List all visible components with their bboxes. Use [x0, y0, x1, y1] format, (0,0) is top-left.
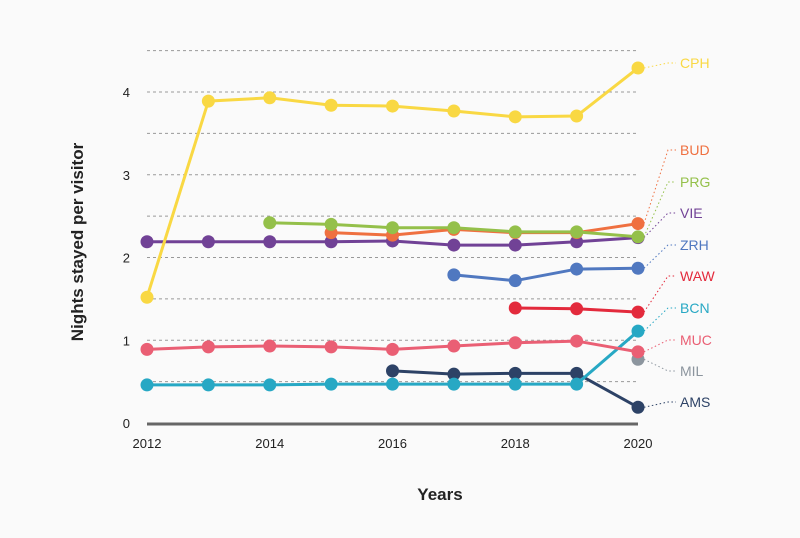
series-cph [140, 61, 645, 304]
data-point [570, 377, 584, 391]
data-point [631, 400, 645, 414]
data-point [386, 364, 399, 378]
label-connector [643, 244, 676, 269]
x-tick-label: 2020 [624, 436, 653, 451]
data-point [631, 230, 645, 244]
data-point [508, 225, 522, 239]
data-point [631, 305, 645, 319]
y-tick-label: 4 [123, 85, 130, 100]
data-point [631, 217, 645, 231]
label-connector [643, 339, 676, 353]
data-point [508, 110, 522, 124]
data-point [140, 342, 154, 356]
data-point [140, 378, 154, 392]
x-tick-label: 2016 [378, 436, 407, 451]
data-point [324, 340, 338, 354]
series-label-mil: MIL [680, 363, 704, 379]
y-axis-title: Nights stayed per visitor [68, 142, 87, 341]
data-point [386, 377, 399, 391]
series-zrh [447, 261, 645, 288]
data-point [631, 324, 645, 338]
data-point [570, 109, 584, 123]
x-axis-ticks: 2012 2014 2016 2018 2020 [133, 436, 653, 451]
data-point [508, 366, 522, 380]
data-point [447, 221, 461, 235]
series-bcn [140, 324, 645, 392]
data-point [631, 345, 645, 359]
series-prg [263, 216, 645, 244]
label-connector [643, 307, 676, 332]
y-tick-label: 3 [123, 168, 130, 183]
data-point [570, 334, 584, 348]
data-point [508, 336, 522, 350]
x-tick-label: 2018 [501, 436, 530, 451]
series-label-muc: MUC [680, 332, 712, 348]
data-point [570, 225, 584, 239]
label-connector [643, 62, 676, 69]
label-connector [643, 149, 676, 224]
data-point [263, 91, 277, 105]
data-point [447, 339, 461, 353]
data-point [263, 378, 277, 392]
series-label-cph: CPH [680, 55, 710, 71]
data-point [324, 217, 338, 231]
data-point [386, 221, 399, 235]
x-tick-label: 2012 [133, 436, 162, 451]
data-point [324, 98, 338, 112]
series-label-ams: AMS [680, 394, 710, 410]
x-tick-label: 2014 [255, 436, 284, 451]
series-label-waw: WAW [680, 268, 716, 284]
data-point [447, 238, 461, 252]
label-connector [643, 275, 676, 313]
data-point [201, 378, 215, 392]
series-label-zrh: ZRH [680, 237, 709, 253]
data-point [140, 290, 154, 304]
data-point [570, 235, 584, 249]
y-tick-label: 0 [123, 416, 130, 431]
series-group [140, 61, 645, 414]
series-label-bcn: BCN [680, 300, 710, 316]
x-axis-title: Years [417, 485, 462, 504]
data-point [324, 235, 338, 249]
data-point [508, 301, 522, 315]
data-point [508, 274, 522, 288]
y-tick-label: 1 [123, 333, 130, 348]
data-point [631, 61, 645, 75]
label-connector [643, 181, 676, 238]
data-point [570, 262, 584, 276]
data-point [201, 94, 215, 108]
y-tick-label: 2 [123, 251, 130, 266]
series-labels: MIL AMS BCN MUC WAW ZRH VIE BUD PRG CPH [680, 55, 716, 410]
data-point [263, 235, 277, 249]
data-point [201, 235, 215, 249]
data-point [263, 216, 277, 230]
data-point [324, 377, 338, 391]
series-line [453, 266, 639, 283]
series-label-prg: PRG [680, 174, 710, 190]
data-point [386, 99, 399, 113]
series-label-bud: BUD [680, 142, 710, 158]
series-waw [508, 301, 645, 319]
label-connectors [643, 62, 676, 408]
data-point [631, 261, 645, 275]
series-label-vie: VIE [680, 205, 703, 221]
data-point [140, 235, 154, 249]
series-ams [386, 364, 645, 414]
data-point [508, 238, 522, 252]
data-point [447, 367, 461, 381]
data-point [447, 104, 461, 118]
data-point [201, 340, 215, 354]
y-axis-ticks: 0 1 2 3 4 [123, 85, 130, 431]
series-muc [140, 334, 645, 359]
label-connector [643, 358, 676, 372]
data-point [263, 339, 277, 353]
data-point [570, 302, 584, 316]
data-point [447, 268, 461, 282]
label-connector [643, 401, 676, 408]
data-point [386, 342, 399, 356]
data-point [508, 377, 522, 391]
data-point [447, 377, 461, 391]
data-point [570, 366, 584, 380]
